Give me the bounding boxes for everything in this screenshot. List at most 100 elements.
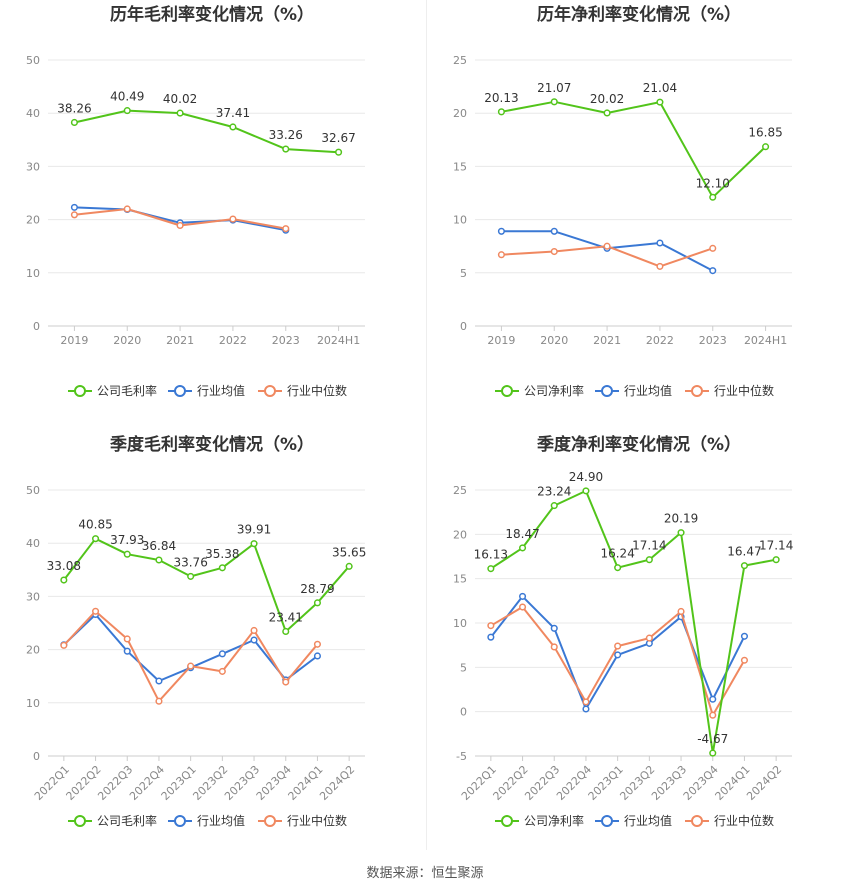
data-point-company xyxy=(345,562,353,570)
data-point-industry_median xyxy=(709,244,717,252)
data-point-industry_median xyxy=(550,247,558,256)
data-point-company xyxy=(187,572,195,580)
data-label: 37.41 xyxy=(216,106,250,120)
data-point-industry_avg xyxy=(519,592,527,600)
data-point-industry_avg xyxy=(709,267,717,275)
y-tick-label: 0 xyxy=(460,320,467,333)
y-tick-label: 20 xyxy=(26,214,40,227)
y-tick-label: 40 xyxy=(26,107,40,120)
y-tick-label: 20 xyxy=(26,644,40,657)
data-point-industry_avg xyxy=(123,647,131,655)
data-point-industry_avg xyxy=(656,239,664,247)
data-label: 21.07 xyxy=(537,81,571,95)
data-point-company xyxy=(60,576,68,584)
data-point-industry_median xyxy=(550,643,558,651)
data-point-company xyxy=(497,108,505,116)
y-tick-label: 0 xyxy=(460,706,467,719)
legend-label: 行业中位数 xyxy=(714,813,774,828)
legend-marker xyxy=(74,385,86,397)
y-tick-label: 5 xyxy=(460,267,467,280)
y-tick-label: 25 xyxy=(453,54,467,67)
legend-marker xyxy=(74,815,86,827)
series-line-company xyxy=(63,537,350,633)
chart-svg: 季度毛利率变化情况（%）010203040502022Q12022Q22022Q… xyxy=(26,434,366,828)
data-label: -4.67 xyxy=(697,732,728,746)
data-point-industry_median xyxy=(313,640,322,648)
data-label: 40.02 xyxy=(163,92,197,106)
panel-divider xyxy=(426,0,427,850)
y-tick-label: 0 xyxy=(33,320,40,333)
legend-label: 行业中位数 xyxy=(287,813,347,828)
data-label: 37.93 xyxy=(110,533,144,547)
data-point-company xyxy=(335,148,343,156)
data-label: 33.26 xyxy=(269,128,303,142)
series-line-company xyxy=(501,100,767,199)
legend-label: 行业中位数 xyxy=(287,383,347,398)
data-point-company xyxy=(176,109,184,117)
data-point-industry_median xyxy=(487,622,495,630)
data-point-industry_median xyxy=(582,698,590,706)
data-point-industry_median xyxy=(614,642,622,650)
legend-marker xyxy=(501,385,513,397)
x-tick-label: 2020 xyxy=(540,334,568,347)
chart-panel-quarterly-gross-margin: 季度毛利率变化情况（%） 0 10 20 30 40 50 2022Q1 2022Q2 2022Q… xyxy=(0,430,425,860)
y-tick-label: 50 xyxy=(26,484,40,497)
data-label: 20.13 xyxy=(484,91,518,105)
data-point-company xyxy=(282,627,290,636)
data-point-industry_median xyxy=(123,205,131,213)
y-tick-label: 40 xyxy=(26,537,40,550)
data-point-industry_avg xyxy=(582,705,590,713)
chart-title: 季度净利率变化情况（%） xyxy=(537,434,741,455)
data-label: 20.02 xyxy=(590,92,624,106)
legend-marker xyxy=(501,815,513,827)
y-tick-label: 10 xyxy=(453,214,467,227)
data-label: 39.91 xyxy=(237,523,271,537)
y-tick-label: 10 xyxy=(26,697,40,710)
data-label: 17.14 xyxy=(632,539,666,553)
legend-label: 公司净利率 xyxy=(524,813,584,828)
chart-svg: 历年毛利率变化情况（%） 0 10 20 30 40 50 2019 2020 2021 2022 2… xyxy=(26,4,365,398)
x-tick-label: 2024Q2 xyxy=(744,763,784,803)
data-point-company xyxy=(772,556,780,564)
chart-title: 历年净利率变化情况（%） xyxy=(537,4,741,25)
chart-panel-annual-net-margin: 历年净利率变化情况（%） 0 5 10 15 20 25 2019 2020 2021 2022 20… xyxy=(427,0,850,430)
data-point-industry_avg xyxy=(155,677,163,685)
data-point-company xyxy=(550,502,558,510)
data-point-company xyxy=(70,118,78,127)
data-label: 16.24 xyxy=(600,547,634,561)
data-point-company xyxy=(656,98,664,106)
legend-label: 公司毛利率 xyxy=(97,383,157,398)
x-tick-label: 2024Q2 xyxy=(317,763,357,803)
x-tick-label: 2019 xyxy=(487,334,515,347)
legend-label: 行业均值 xyxy=(624,813,672,828)
data-point-industry_avg xyxy=(218,650,226,658)
data-point-industry_avg xyxy=(250,636,258,644)
chart-svg: 季度净利率变化情况（%）-505101520252022Q12022Q22022… xyxy=(453,434,793,828)
series-line-company xyxy=(490,489,777,755)
data-label: 23.41 xyxy=(269,610,303,624)
x-tick-label: 2019 xyxy=(60,334,88,347)
legend-marker xyxy=(691,385,703,397)
legend-label: 行业均值 xyxy=(197,813,245,828)
data-point-industry_median xyxy=(70,211,78,219)
y-tick-label: 15 xyxy=(453,573,467,586)
y-tick-label: 20 xyxy=(453,528,467,541)
data-point-company xyxy=(155,556,163,564)
series-line-industry_median xyxy=(63,610,319,703)
data-label: 16.47 xyxy=(727,545,761,559)
data-point-industry_median xyxy=(229,215,237,223)
data-label: 24.90 xyxy=(569,470,603,484)
data-label: 16.13 xyxy=(474,548,508,562)
data-point-company xyxy=(487,565,495,573)
data-point-company xyxy=(614,564,622,572)
legend-marker xyxy=(174,385,186,397)
data-label: 20.19 xyxy=(664,512,698,526)
x-tick-label: 2023 xyxy=(699,334,727,347)
data-point-industry_median xyxy=(176,221,184,230)
y-tick-label: 20 xyxy=(453,107,467,120)
legend-marker xyxy=(264,815,276,827)
y-tick-label: 5 xyxy=(460,661,467,674)
chart-svg: 历年净利率变化情况（%） 0 5 10 15 20 25 2019 2020 2021 2022 20… xyxy=(453,4,792,398)
y-tick-label: 15 xyxy=(453,160,467,173)
data-source-label: 数据来源：恒生聚源 xyxy=(366,866,484,881)
